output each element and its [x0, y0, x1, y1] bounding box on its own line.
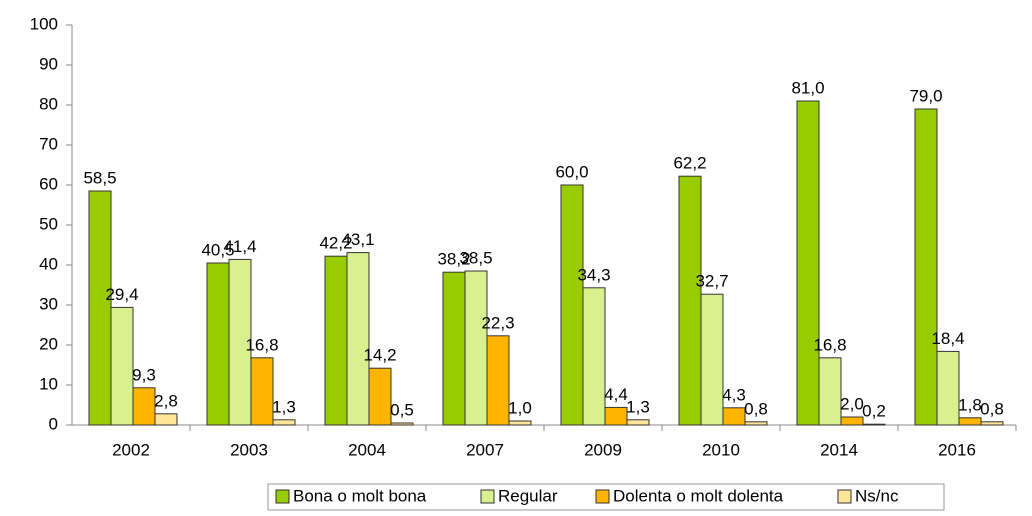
value-label: 1,3 [272, 397, 296, 416]
y-tick-label: 90 [39, 54, 58, 73]
value-label: 60,0 [555, 162, 588, 181]
y-tick-label: 0 [49, 414, 58, 433]
bar [346, 252, 370, 426]
y-tick-label: 10 [39, 374, 58, 393]
y-tick-label: 40 [39, 254, 58, 273]
value-label: 62,2 [673, 154, 706, 173]
bar [700, 293, 724, 426]
bar [840, 416, 864, 426]
bar [626, 419, 650, 426]
y-tick-label: 30 [39, 294, 58, 313]
legend-box [267, 483, 945, 511]
value-label: 16,8 [813, 335, 846, 354]
bar [560, 184, 584, 426]
bar [818, 357, 842, 426]
value-label: 38,2 [437, 250, 470, 269]
legend-swatch [480, 489, 495, 504]
bar [796, 100, 820, 426]
bar [110, 306, 134, 426]
y-tick-label: 50 [39, 214, 58, 233]
value-label: 4,3 [722, 385, 746, 404]
bar [914, 108, 938, 426]
bar [464, 270, 488, 426]
value-label: 1,8 [958, 395, 982, 414]
bar [744, 421, 768, 426]
value-label: 22,3 [481, 313, 514, 332]
value-label: 29,4 [105, 285, 138, 304]
value-label: 58,5 [83, 168, 116, 187]
bar [604, 406, 628, 426]
value-label: 42,2 [319, 234, 352, 253]
value-label: 2,8 [154, 391, 178, 410]
x-tick-label: 2007 [466, 440, 504, 459]
value-label: 18,4 [931, 329, 964, 348]
y-tick-label: 100 [30, 14, 58, 33]
bar [154, 413, 178, 426]
bar [250, 357, 274, 426]
value-label: 43,1 [341, 230, 374, 249]
value-label: 1,3 [626, 397, 650, 416]
y-tick-label: 80 [39, 94, 58, 113]
legend-label: Dolenta o molt dolenta [613, 486, 784, 505]
bar [722, 407, 746, 426]
value-label: 0,2 [862, 402, 886, 421]
value-label: 2,0 [840, 394, 864, 413]
y-tick-label: 70 [39, 134, 58, 153]
value-label: 38,5 [459, 248, 492, 267]
x-tick-label: 2003 [230, 440, 268, 459]
bar [582, 287, 606, 426]
value-label: 81,0 [791, 78, 824, 97]
bar [368, 367, 392, 426]
legend-swatch [595, 489, 610, 504]
value-label: 16,8 [245, 335, 278, 354]
bar [862, 423, 886, 426]
value-label: 0,8 [744, 399, 768, 418]
value-label: 32,7 [695, 272, 728, 291]
bar [958, 417, 982, 426]
value-label: 34,3 [577, 265, 610, 284]
bar [324, 255, 348, 426]
value-label: 0,8 [980, 399, 1004, 418]
legend-label: Bona o molt bona [293, 486, 427, 505]
value-label: 40,5 [201, 240, 234, 259]
value-label: 0,5 [390, 400, 414, 419]
bar [88, 190, 112, 426]
value-label: 41,4 [223, 237, 256, 256]
bar [678, 175, 702, 426]
value-label: 1,0 [508, 398, 532, 417]
legend-swatch [837, 489, 852, 504]
x-tick-label: 2002 [112, 440, 150, 459]
legend-label: Ns/nc [855, 486, 899, 505]
x-tick-label: 2010 [702, 440, 740, 459]
bar [390, 422, 414, 426]
x-tick-label: 2009 [584, 440, 622, 459]
bar [980, 421, 1004, 426]
bar [936, 350, 960, 426]
bar [132, 387, 156, 426]
legend-label: Regular [498, 486, 558, 505]
bar [486, 335, 510, 426]
value-label: 14,2 [363, 346, 396, 365]
bar [206, 262, 230, 426]
legend-swatch [275, 489, 290, 504]
y-tick-label: 20 [39, 334, 58, 353]
value-label: 79,0 [909, 86, 942, 105]
x-tick-label: 2004 [348, 440, 386, 459]
bar [442, 271, 466, 426]
x-tick-label: 2016 [938, 440, 976, 459]
bar [272, 419, 296, 426]
value-label: 9,3 [132, 365, 156, 384]
x-tick-label: 2014 [820, 440, 858, 459]
bar [508, 420, 532, 426]
y-tick-label: 60 [39, 174, 58, 193]
bar [228, 258, 252, 426]
value-label: 4,4 [604, 385, 628, 404]
